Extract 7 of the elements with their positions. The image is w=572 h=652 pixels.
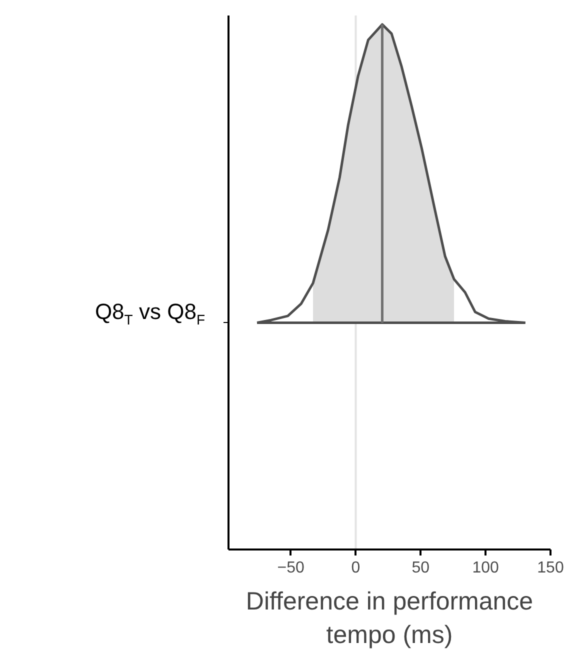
y-axis-title: Q8$_{T}$ vs Q8$_{F}$ <box>94 298 205 330</box>
x-tick-label: 150 <box>537 560 564 576</box>
x-tick-label: 0 <box>351 560 360 576</box>
x-tick-label: 100 <box>472 560 500 576</box>
x-axis-title: Difference in performance tempo (ms) <box>246 588 534 650</box>
x-tick-label: −50 <box>277 560 304 576</box>
x-tick-label: 50 <box>412 560 430 576</box>
